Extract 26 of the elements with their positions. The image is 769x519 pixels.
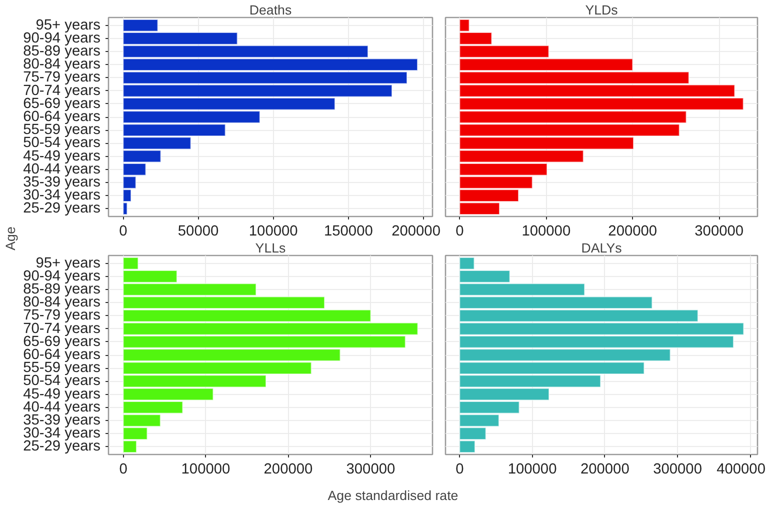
- y-axis-title: Age: [3, 226, 18, 250]
- x-tick-label: 200000: [392, 224, 441, 240]
- chart-title: YLDs: [585, 2, 618, 18]
- x-tick-label: 200000: [608, 224, 658, 240]
- x-tick-label: 300000: [653, 462, 702, 478]
- x-tick-label: 100000: [181, 462, 230, 478]
- chart-title: Deaths: [249, 2, 292, 18]
- x-tick-label: 0: [119, 462, 128, 478]
- x-tick-label: 0: [119, 224, 128, 240]
- y-tick-label: 95+ years: [36, 17, 101, 34]
- y-tick-label: 95+ years: [36, 255, 101, 272]
- x-tick-label: 300000: [694, 224, 744, 240]
- x-axis-title: Age standardised rate: [328, 488, 458, 503]
- x-tick-label: 0: [456, 462, 464, 478]
- x-tick-label: 200000: [580, 462, 630, 478]
- x-tick-label: 150000: [324, 224, 373, 240]
- x-tick-label: 100000: [522, 224, 571, 240]
- x-tick-label: 0: [456, 224, 464, 240]
- x-tick-label: 100000: [248, 224, 298, 240]
- chart-title: DALYs: [581, 240, 622, 256]
- x-tick-label: 300000: [346, 462, 396, 478]
- x-tick-label: 50000: [178, 224, 219, 240]
- x-tick-label: 200000: [264, 462, 313, 478]
- x-tick-label: 100000: [508, 462, 557, 478]
- chart-title: YLLs: [255, 240, 286, 256]
- x-tick-label: 400000: [716, 462, 766, 478]
